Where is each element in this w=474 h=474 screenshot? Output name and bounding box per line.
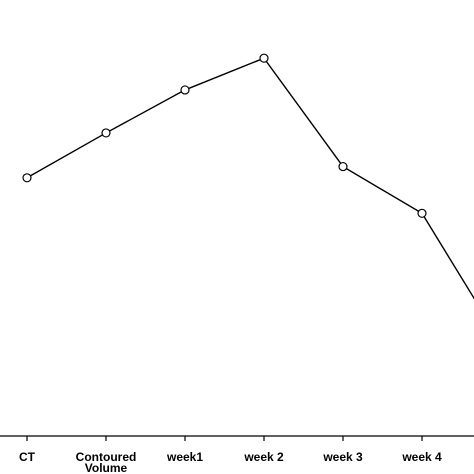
x-tick-label: week 2 bbox=[243, 450, 284, 464]
data-point bbox=[101, 128, 111, 138]
x-tick-label: CT bbox=[19, 450, 36, 464]
x-tick-label: week 3 bbox=[322, 450, 363, 464]
x-tick-label: Volume bbox=[85, 461, 128, 474]
data-point bbox=[259, 53, 269, 63]
series-group bbox=[22, 53, 474, 300]
x-tick-label: Contoured bbox=[76, 450, 137, 464]
data-point bbox=[417, 208, 427, 218]
data-point bbox=[180, 85, 190, 95]
x-axis bbox=[0, 435, 474, 441]
data-point bbox=[338, 161, 348, 172]
data-point bbox=[22, 173, 32, 183]
x-tick-label: week 4 bbox=[401, 450, 442, 464]
series-line bbox=[26, 57, 474, 300]
x-tick-label: week1 bbox=[166, 450, 203, 464]
